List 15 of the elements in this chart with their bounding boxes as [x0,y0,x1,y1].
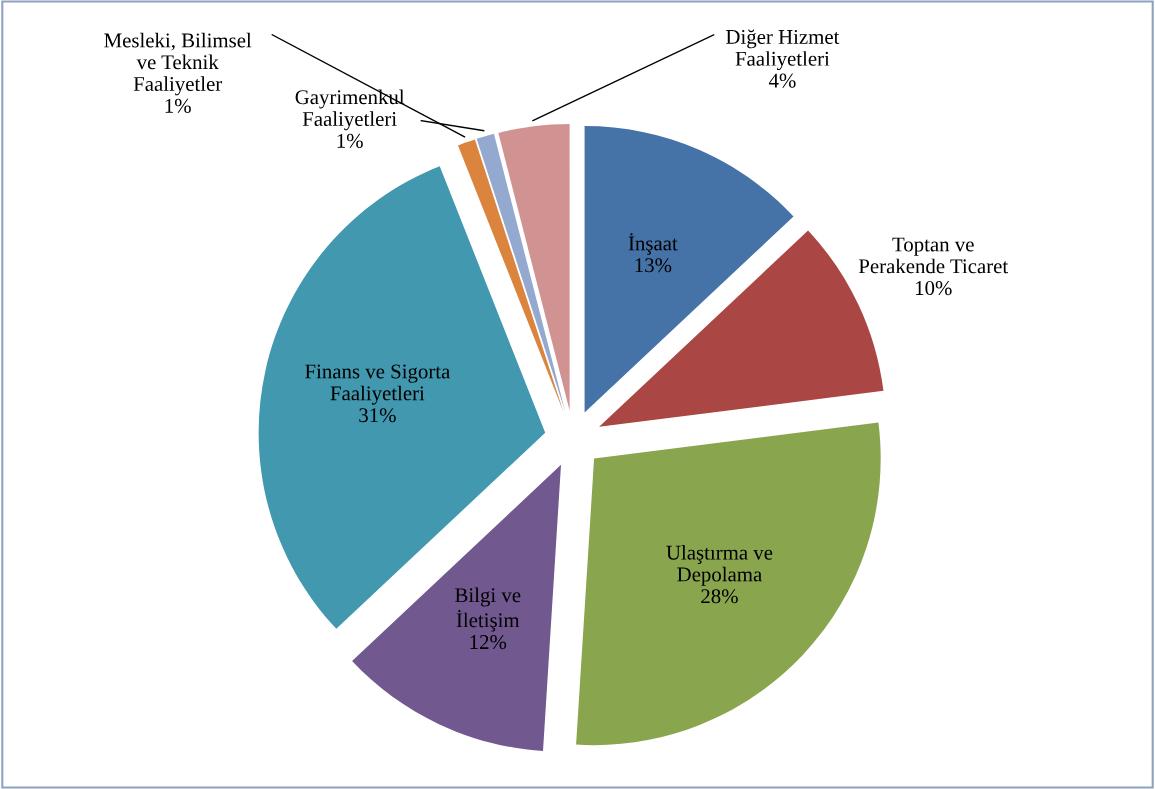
slice-label: Toptan ve Perakende Ticaret [858,237,1009,274]
data-label: 1% [337,133,363,148]
data-label: 28% [701,589,738,604]
slice-label: İnşaat [628,233,678,255]
data-label: 12% [470,635,507,650]
slice-label: Ulaştırma ve Depolama [666,545,773,586]
slice-label: Mesleki, Bilimsel ve Teknik Faaliyetler [104,32,252,96]
data-label: 1% [165,98,191,113]
slice-label: Bilgi ve İletişim [455,587,521,632]
data-label: 10% [915,281,952,296]
data-label: 13% [635,258,672,273]
data-label: 31% [359,408,396,423]
slice-label: Finans ve Sigorta Faaliyetleri [305,364,451,405]
data-label: 4% [768,73,796,88]
slice-label: Diğer Hizmet Faaliyetleri [726,29,840,71]
